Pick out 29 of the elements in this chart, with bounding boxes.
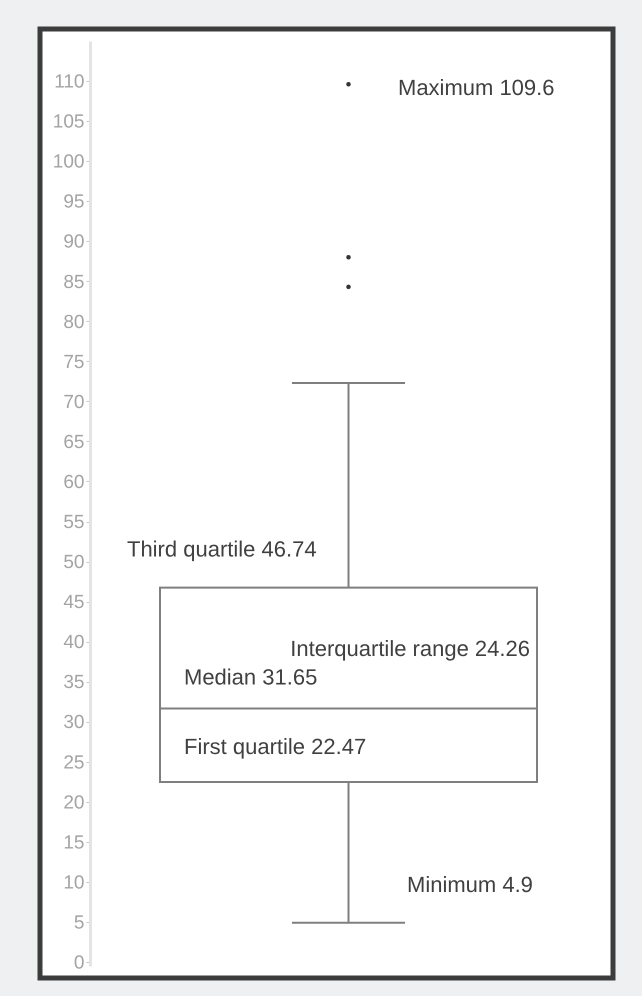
annotation: Maximum 109.6 (398, 75, 555, 100)
y-tick-label: 35 (63, 672, 84, 694)
y-tick-label: 45 (63, 592, 84, 614)
annotation: First quartile 22.47 (184, 734, 366, 760)
y-tick-label: 110 (54, 72, 84, 93)
y-tick-label: 70 (63, 392, 84, 413)
annotation: Interquartile range 24.26 (290, 636, 530, 661)
y-tick-label: 20 (63, 792, 84, 814)
annotation: Third quartile 46.74 (127, 536, 317, 562)
y-tick-label: 25 (63, 752, 84, 774)
y-tick-label: 55 (63, 512, 84, 534)
y-tick-label: 65 (63, 432, 84, 453)
y-tick-label: 105 (52, 112, 84, 133)
y-tick-label: 90 (63, 232, 84, 253)
y-tick-label: 10 (63, 872, 84, 894)
y-tick-label: 60 (63, 472, 84, 493)
y-tick-label: 15 (63, 832, 84, 854)
y-tick-label: 95 (63, 192, 84, 213)
y-tick-label: 5 (74, 912, 84, 934)
annotation: Minimum 4.9 (407, 872, 533, 897)
y-tick-label: 40 (63, 632, 84, 654)
y-tick-label: 30 (63, 712, 84, 734)
y-tick-label: 75 (63, 352, 84, 373)
y-tick-label: 0 (74, 952, 84, 974)
y-tick-label: 80 (63, 312, 84, 333)
annotation: Median 31.65 (184, 664, 318, 690)
y-tick-label: 85 (63, 272, 84, 293)
y-tick-label: 100 (52, 152, 84, 173)
y-tick-label: 50 (63, 552, 84, 574)
